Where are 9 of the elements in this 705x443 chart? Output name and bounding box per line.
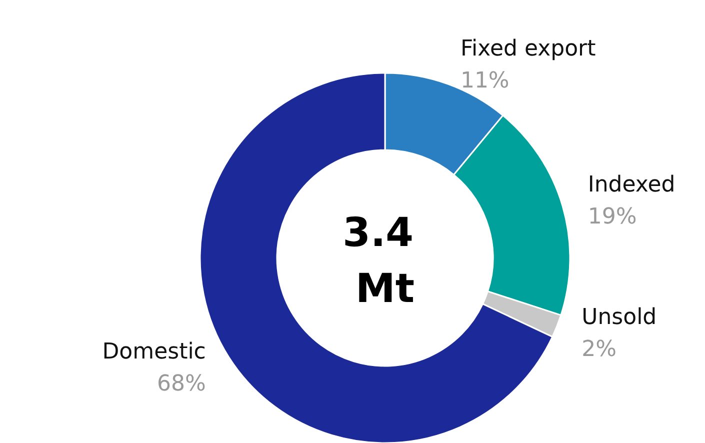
text: 3.4 Mt (342, 210, 428, 312)
data-label: 2% (582, 336, 617, 362)
data-label: 68% (157, 371, 206, 396)
slice-label: Domestic (102, 339, 206, 364)
data-label: 19% (588, 204, 637, 230)
slice-label: Unsold (582, 304, 657, 330)
data-label: 11% (460, 68, 510, 94)
slice-label: Fixed export (460, 36, 596, 62)
slice-label: Indexed (588, 172, 676, 198)
